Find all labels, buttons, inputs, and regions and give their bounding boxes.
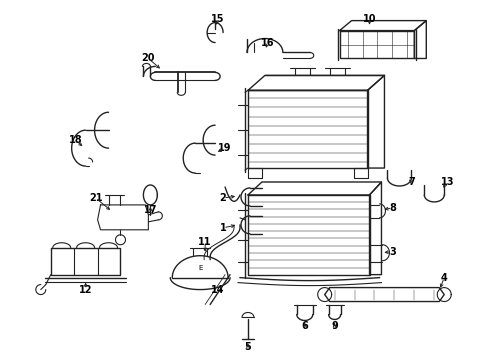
Text: 20: 20 (142, 54, 155, 63)
Text: 12: 12 (79, 284, 93, 294)
Text: 14: 14 (211, 284, 225, 294)
Text: 8: 8 (389, 203, 396, 213)
Text: 6: 6 (301, 321, 308, 332)
Text: 4: 4 (441, 273, 447, 283)
Text: 16: 16 (261, 37, 275, 48)
Text: 9: 9 (331, 321, 338, 332)
Text: 15: 15 (211, 14, 225, 24)
Text: 13: 13 (441, 177, 454, 187)
Text: 2: 2 (220, 193, 226, 203)
Text: 11: 11 (198, 237, 212, 247)
Text: 1: 1 (220, 223, 226, 233)
Text: 18: 18 (69, 135, 82, 145)
Text: 19: 19 (219, 143, 232, 153)
Text: E: E (198, 265, 202, 271)
Text: 10: 10 (363, 14, 376, 24)
Text: 7: 7 (408, 177, 415, 187)
Text: 21: 21 (89, 193, 102, 203)
Text: 3: 3 (389, 247, 396, 257)
Text: 17: 17 (144, 205, 157, 215)
Text: 5: 5 (245, 342, 251, 352)
